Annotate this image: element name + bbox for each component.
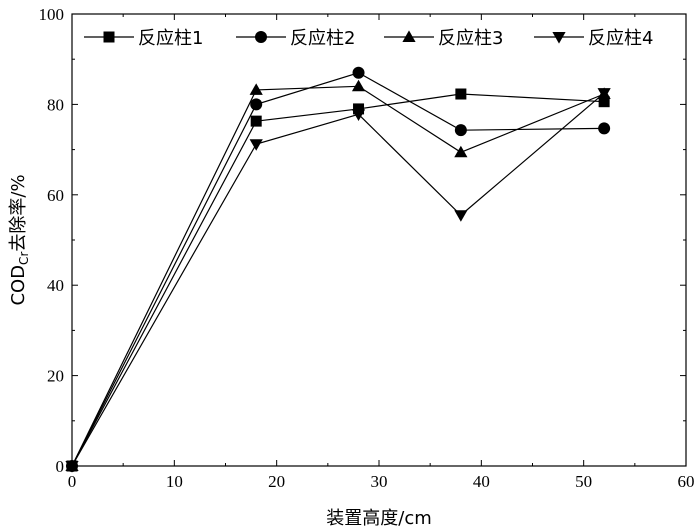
data-point-series-3: [249, 83, 263, 95]
data-point-series-4: [454, 210, 468, 222]
x-tick-label: 60: [678, 472, 695, 491]
legend-marker-1: [103, 31, 115, 43]
data-point-series-1: [455, 88, 467, 100]
legend-label-2: 反应柱2: [290, 28, 355, 49]
data-point-series-1: [250, 115, 262, 127]
y-tick-label: 0: [56, 457, 65, 476]
x-tick-label: 40: [473, 472, 490, 491]
y-tick-label: 100: [39, 5, 65, 24]
legend-label-1: 反应柱1: [138, 28, 203, 49]
data-point-series-4: [249, 139, 263, 151]
data-point-series-4: [351, 109, 366, 121]
legend-marker-4: [552, 32, 566, 44]
data-point-series-4: [65, 461, 79, 473]
x-tick-label: 0: [68, 472, 77, 491]
y-tick-label: 40: [47, 276, 64, 295]
x-tick-label: 50: [575, 472, 592, 491]
data-point-series-1: [353, 103, 365, 115]
data-point-series-2: [454, 124, 467, 137]
legend-label-3: 反应柱3: [438, 28, 503, 49]
y-tick-label: 60: [47, 186, 64, 205]
series-line-1: [71, 93, 605, 467]
x-tick-label: 10: [166, 472, 183, 491]
data-point-series-2: [352, 66, 365, 79]
x-axis-title: 装置高度/cm: [326, 508, 432, 529]
x-tick-label: 30: [371, 472, 388, 491]
data-point-series-2: [598, 122, 611, 135]
plot-frame: [71, 13, 687, 467]
series-line-4: [71, 92, 605, 467]
legend-marker-2: [255, 31, 267, 43]
y-axis-title: CODCr去除率/%: [8, 174, 31, 305]
series-line-3: [71, 85, 605, 467]
data-point-series-4: [597, 88, 611, 100]
data-point-series-3: [454, 145, 468, 158]
y-tick-label: 80: [47, 95, 64, 114]
y-axis-title-subscript: Cr: [17, 252, 31, 265]
y-tick-label: 20: [47, 367, 64, 386]
data-point-series-1: [598, 96, 610, 108]
legend-label-4: 反应柱4: [588, 28, 653, 49]
series-line-2: [71, 72, 605, 467]
data-point-series-3: [351, 79, 366, 92]
x-tick-label: 20: [268, 472, 285, 491]
y-axis-title-rest: 去除率/%: [8, 174, 29, 251]
data-point-series-2: [250, 98, 263, 111]
legend-marker-3: [402, 30, 416, 42]
y-axis-title-main: COD: [8, 265, 29, 306]
